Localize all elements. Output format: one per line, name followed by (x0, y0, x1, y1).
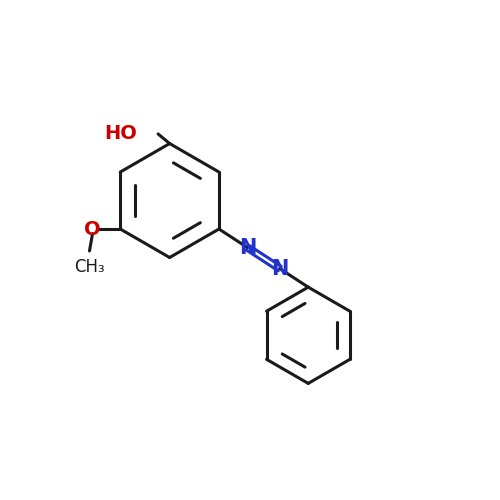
Text: HO: HO (104, 124, 137, 144)
Text: CH₃: CH₃ (74, 258, 105, 276)
Text: N: N (271, 258, 288, 278)
Text: O: O (84, 220, 101, 238)
Text: N: N (239, 238, 256, 258)
